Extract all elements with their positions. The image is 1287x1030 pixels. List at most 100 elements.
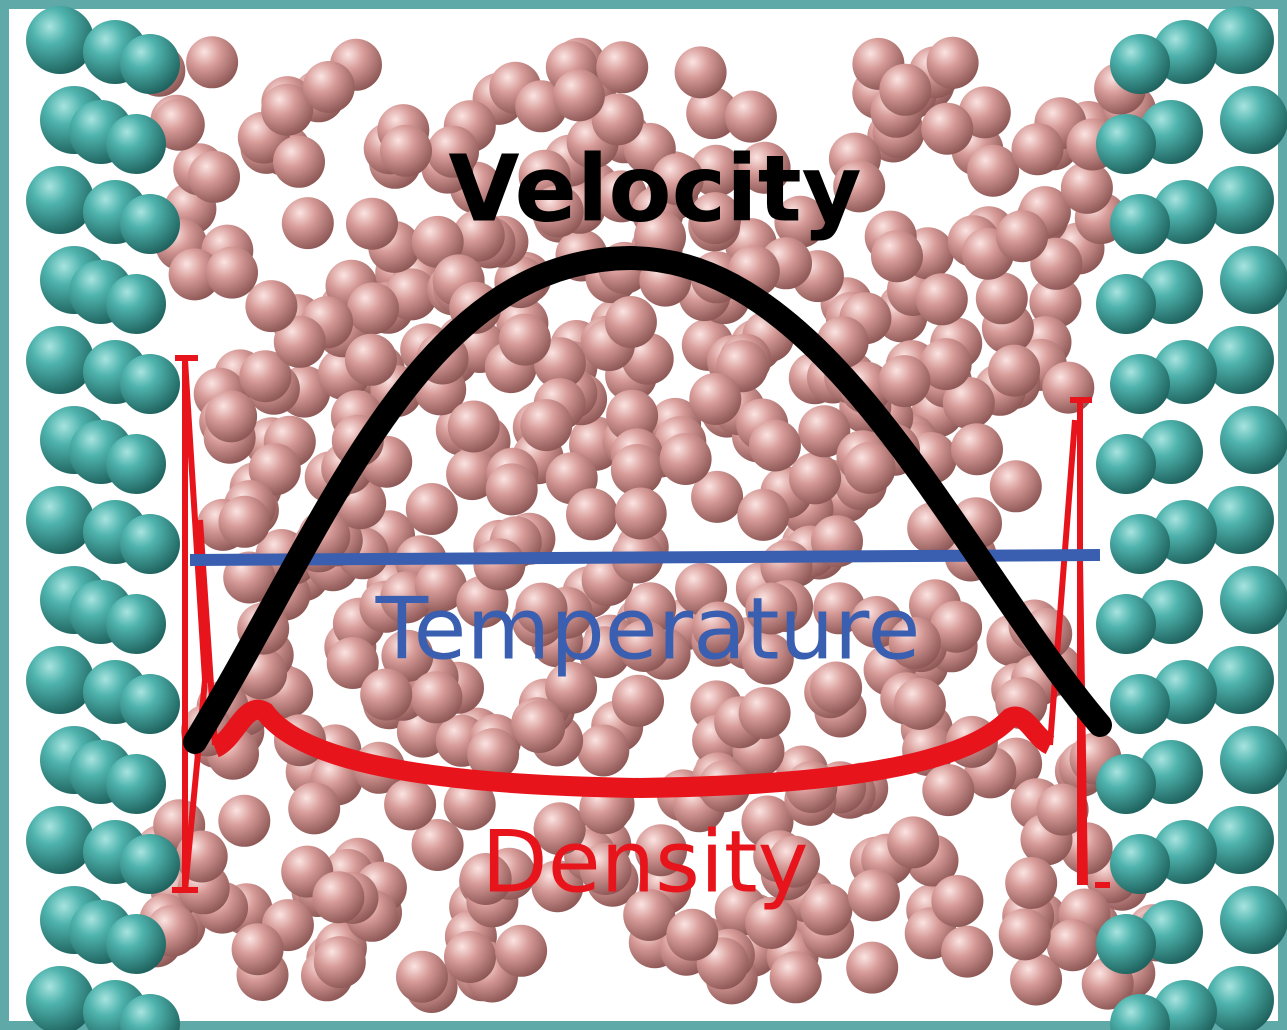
atom: [887, 816, 940, 869]
atom: [1005, 857, 1058, 909]
atom: [930, 600, 983, 653]
atom: [635, 824, 687, 877]
atom: [1220, 886, 1287, 954]
atom: [1206, 966, 1274, 1030]
atom: [922, 764, 975, 817]
atom: [120, 34, 180, 94]
atom: [26, 6, 94, 74]
atom: [152, 98, 205, 151]
atom: [833, 160, 886, 213]
atom: [1036, 783, 1089, 836]
atom: [447, 400, 500, 453]
atom: [686, 87, 739, 140]
atom: [579, 843, 632, 895]
atom: [745, 582, 798, 635]
atom: [1096, 114, 1156, 174]
atom: [996, 210, 1049, 263]
atom: [878, 355, 931, 408]
atom: [850, 596, 903, 648]
atom: [988, 344, 1041, 397]
atom: [396, 950, 448, 1003]
atom: [26, 646, 94, 714]
atom: [218, 794, 271, 847]
atom: [513, 701, 566, 753]
atom: [879, 63, 932, 116]
atom: [410, 671, 463, 724]
atom: [659, 433, 712, 485]
atom: [248, 443, 301, 496]
atom: [1110, 834, 1170, 894]
atom: [1029, 276, 1082, 329]
atom: [411, 215, 464, 268]
atom: [1206, 806, 1274, 874]
atom: [326, 637, 379, 689]
temperature-profile: [189, 549, 1101, 566]
atom: [651, 153, 704, 206]
atom: [312, 871, 365, 924]
atom: [26, 486, 94, 554]
atom: [941, 925, 994, 978]
atom: [998, 908, 1051, 961]
atom: [1042, 361, 1095, 414]
atom: [552, 69, 605, 122]
atom: [120, 194, 180, 254]
atom: [931, 875, 984, 927]
atom: [692, 601, 745, 654]
atom: [443, 778, 496, 831]
atom: [774, 195, 827, 248]
atom: [738, 141, 791, 194]
atom: [800, 883, 853, 936]
atom: [26, 166, 94, 234]
atom: [737, 488, 790, 541]
atom: [168, 248, 221, 301]
atom: [188, 150, 240, 203]
atom: [975, 272, 1028, 325]
atom: [106, 754, 166, 814]
atom: [1110, 194, 1170, 254]
atom: [768, 835, 820, 888]
atom: [1220, 86, 1287, 154]
atom: [789, 452, 842, 505]
atom: [360, 668, 413, 721]
atom: [926, 36, 979, 89]
atom: [106, 114, 166, 174]
atom: [1096, 434, 1156, 494]
atom: [610, 444, 663, 496]
atom: [888, 616, 941, 669]
atom: [741, 632, 794, 685]
atom: [467, 728, 520, 781]
atom: [261, 83, 314, 136]
atom: [578, 626, 631, 679]
velocity-profile: [183, 245, 1112, 754]
atom: [1206, 326, 1274, 394]
atom: [498, 313, 551, 366]
atom: [942, 377, 995, 429]
atom: [520, 399, 573, 452]
atom: [1060, 161, 1113, 214]
atom: [1110, 34, 1170, 94]
atom: [1110, 514, 1170, 574]
atom: [617, 620, 670, 672]
atom: [120, 674, 180, 734]
atom: [666, 908, 719, 961]
atom: [798, 405, 851, 458]
atom: [604, 296, 657, 348]
atom: [427, 125, 479, 178]
atom: [346, 197, 398, 250]
atom: [239, 350, 292, 403]
profiles: [172, 245, 1112, 893]
atom: [347, 282, 399, 335]
atom: [380, 124, 432, 177]
atom: [414, 559, 467, 612]
atom: [120, 354, 180, 414]
atom: [545, 661, 598, 714]
atom: [606, 389, 659, 442]
atom: [843, 441, 896, 494]
atom: [674, 46, 727, 99]
atom: [302, 61, 355, 113]
atom: [967, 144, 1020, 197]
atom: [384, 778, 437, 831]
atom: [1220, 246, 1287, 314]
